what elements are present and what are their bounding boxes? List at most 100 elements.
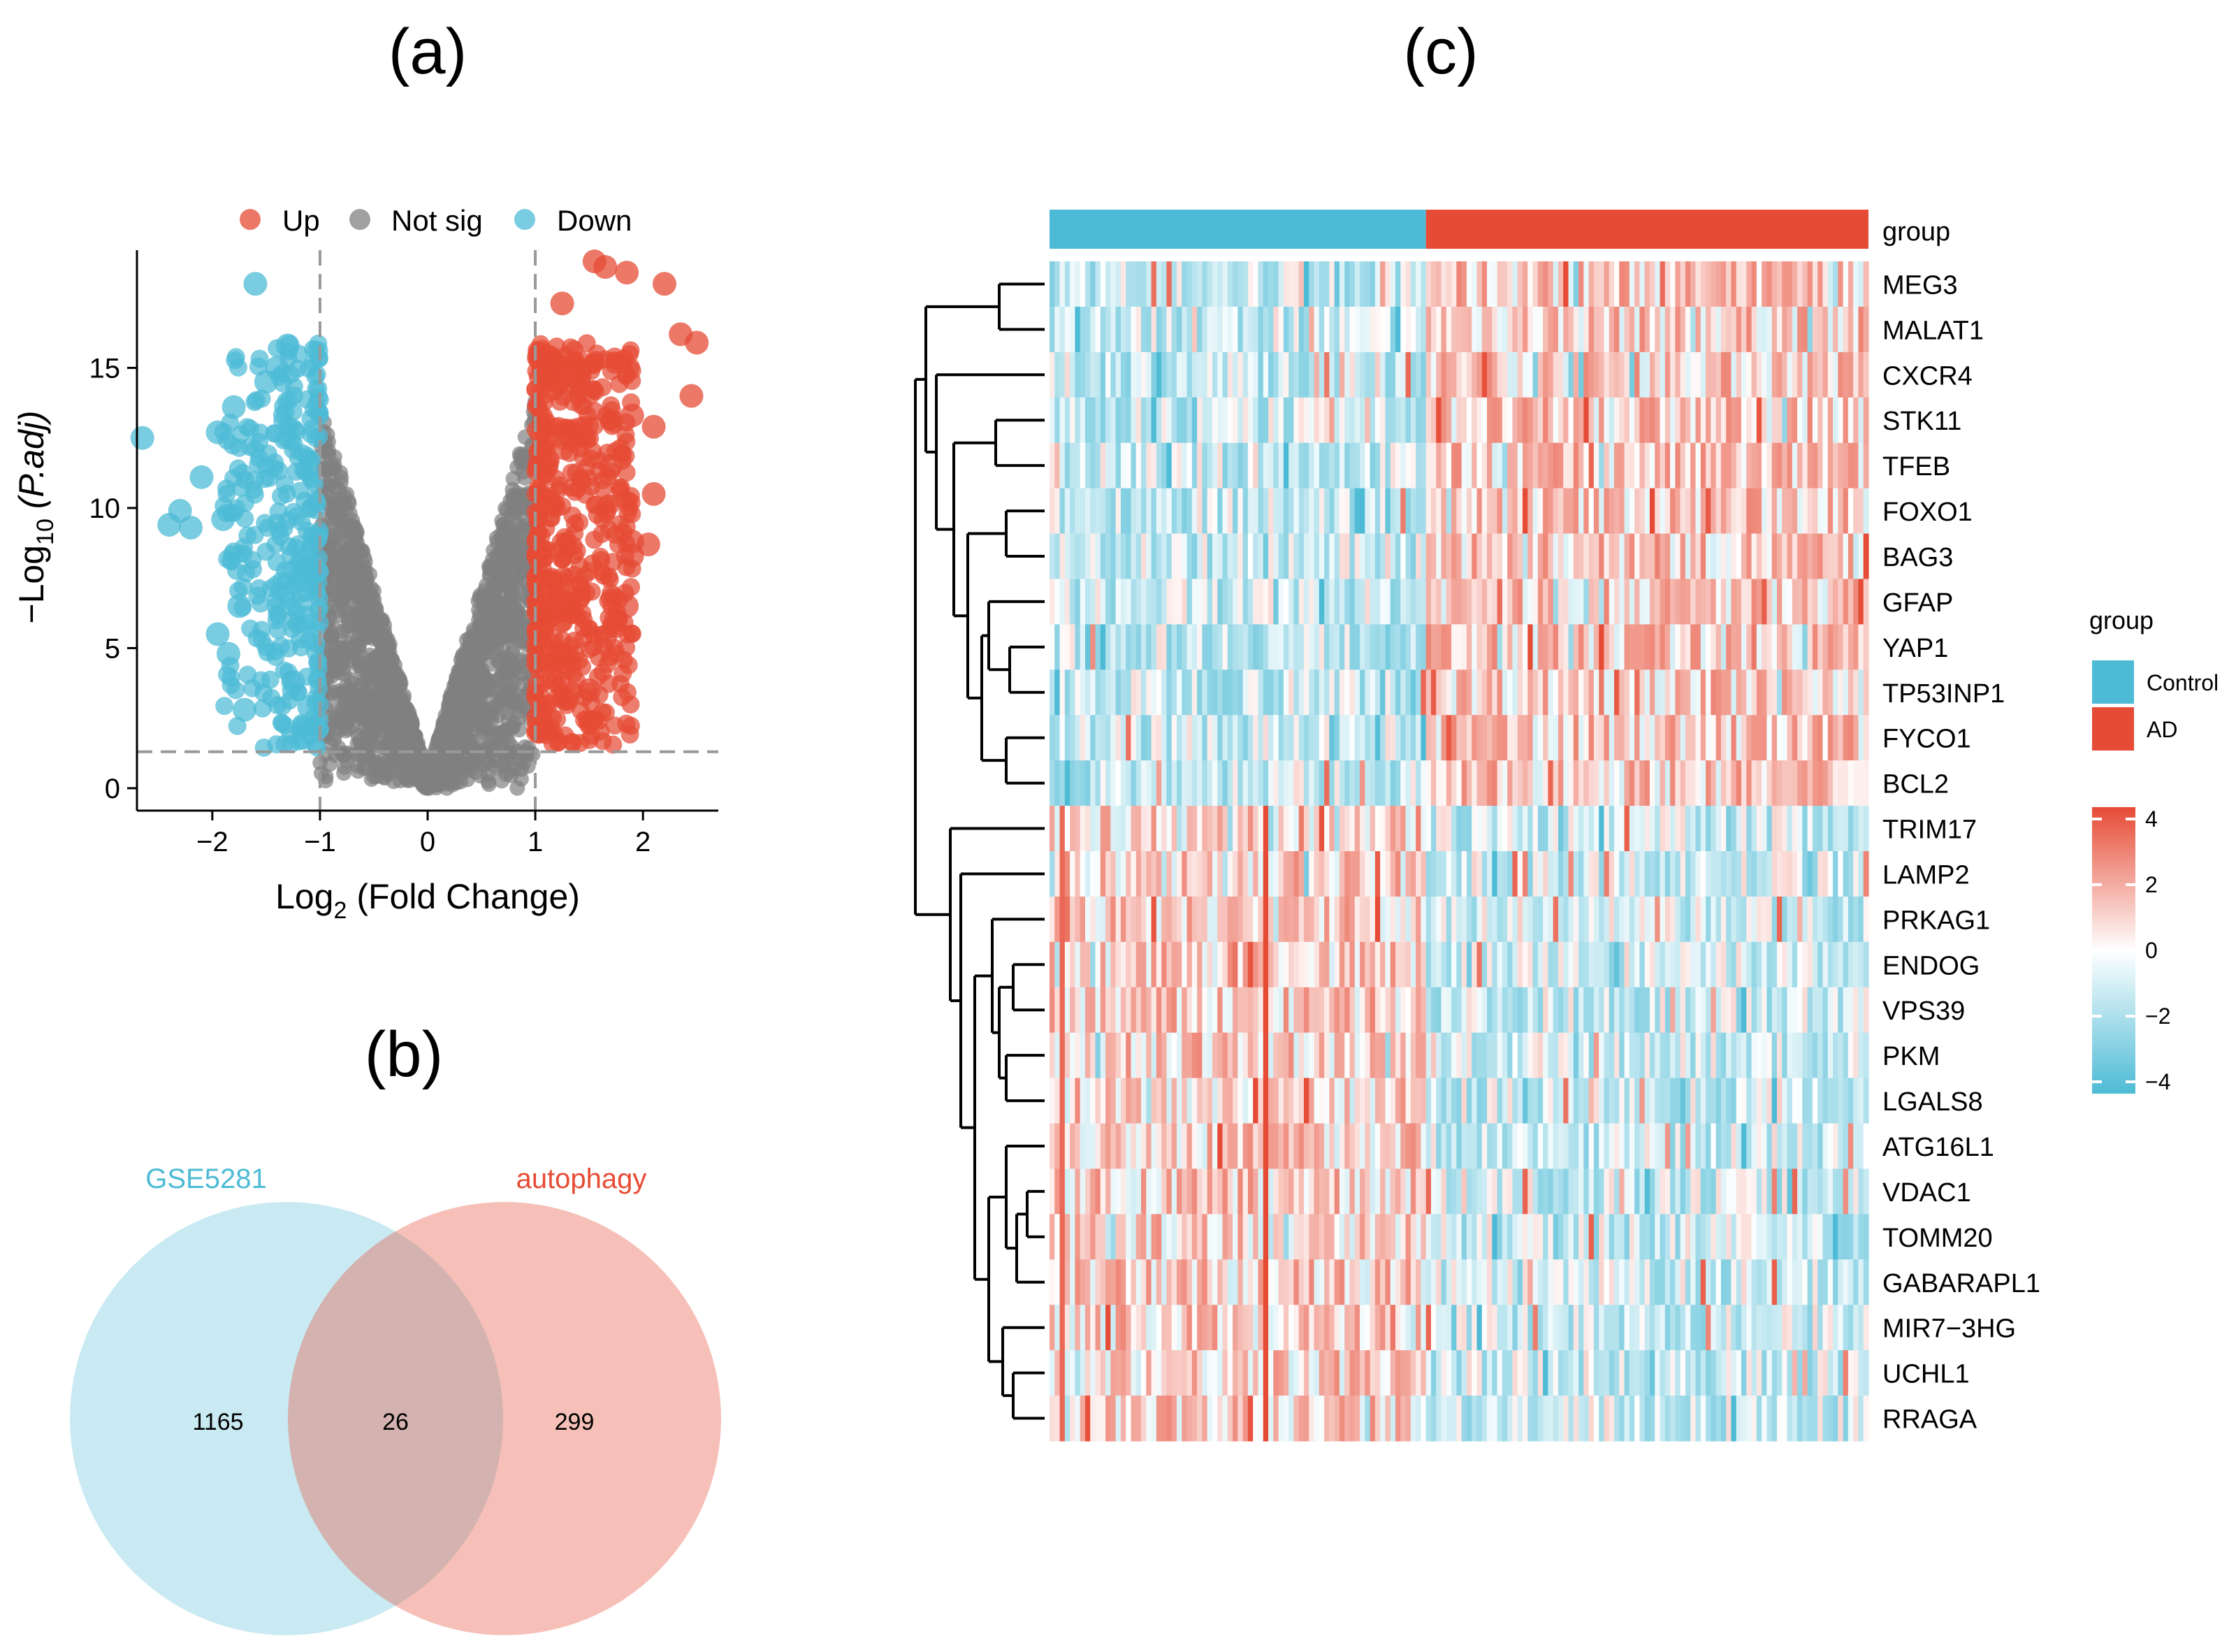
point-not-sig (380, 756, 396, 772)
heatmap-cell (1543, 306, 1548, 353)
heatmap-cell (1222, 806, 1228, 852)
heatmap-cell (1405, 715, 1411, 761)
heatmap-cell (1059, 352, 1066, 398)
heatmap-cell (1303, 488, 1309, 535)
heatmap-cell (1227, 624, 1233, 670)
heatmap-cell (1314, 760, 1320, 806)
heatmap-cell (1217, 306, 1224, 353)
point-up (621, 341, 640, 360)
heatmap-cell (1050, 352, 1055, 398)
heatmap-cell (1237, 624, 1244, 670)
heatmap-cell (1812, 760, 1818, 806)
heatmap-cell (1268, 442, 1274, 489)
heatmap-cell (1776, 806, 1783, 852)
heatmap-cell (1639, 442, 1646, 489)
heatmap-cell (1670, 397, 1676, 444)
heatmap-cell (1176, 488, 1182, 535)
panel-c-label: (c) (1403, 16, 1478, 87)
point-not-sig (494, 773, 510, 789)
heatmap-cell (1731, 669, 1737, 716)
heatmap-cell (1186, 442, 1193, 489)
heatmap-cell (1247, 306, 1254, 353)
heatmap-cell (1222, 533, 1228, 580)
heatmap-cell (1599, 533, 1605, 580)
heatmap-cell (1120, 261, 1126, 307)
heatmap-cell (1278, 261, 1284, 307)
heatmap-cell (1782, 488, 1788, 535)
heatmap-cell (1120, 896, 1126, 943)
heatmap-cell (1706, 397, 1711, 444)
point-not-sig (514, 761, 530, 777)
heatmap-cell (1751, 715, 1757, 761)
heatmap-cell (1339, 579, 1345, 625)
heatmap-cell (1502, 579, 1508, 625)
heatmap-cell (1604, 533, 1610, 580)
heatmap-cell (1334, 806, 1340, 852)
heatmap-cell (1588, 669, 1595, 716)
heatmap-cell (1237, 488, 1244, 535)
heatmap-cell (1217, 669, 1224, 716)
heatmap-cell (1629, 352, 1635, 398)
heatmap-cell (1344, 624, 1351, 670)
heatmap-cell (1715, 352, 1722, 398)
heatmap-cell (1726, 669, 1732, 716)
point-up (555, 442, 574, 461)
heatmap-cell (1476, 306, 1483, 353)
heatmap-cell (1354, 806, 1360, 852)
heatmap-cell (1080, 806, 1086, 852)
point-up (620, 725, 639, 744)
heatmap-cell (1827, 397, 1834, 444)
heatmap-cell (1812, 715, 1818, 761)
heatmap-cell (1050, 488, 1055, 535)
heatmap-cell (1191, 806, 1198, 852)
heatmap-cell (1517, 624, 1523, 670)
heatmap-cell (1690, 397, 1697, 444)
heatmap-cell (1568, 352, 1574, 398)
heatmap-cell (1151, 715, 1157, 761)
heatmap-cell (1690, 715, 1697, 761)
heatmap-cell (1507, 442, 1513, 489)
heatmap-cell (1807, 306, 1813, 353)
heatmap-cell (1853, 488, 1859, 535)
heatmap-cell (1715, 488, 1722, 535)
heatmap-cell (1843, 624, 1849, 670)
heatmap-cell (1237, 669, 1244, 716)
heatmap-cell (1685, 624, 1691, 670)
heatmap-cell (1309, 442, 1315, 489)
heatmap-cell (1762, 624, 1768, 670)
heatmap-cell (1771, 488, 1778, 535)
heatmap-cell (1649, 806, 1655, 852)
point-not-sig (488, 673, 504, 689)
heatmap-cell (1354, 851, 1360, 897)
heatmap-cell (1131, 669, 1137, 716)
heatmap-cell (1762, 306, 1768, 353)
heatmap-cell (1802, 715, 1808, 761)
heatmap-cell (1812, 624, 1818, 670)
heatmap-cell (1268, 533, 1274, 580)
heatmap-cell (1100, 352, 1106, 398)
heatmap-cell (1421, 488, 1427, 535)
heatmap-cell (1599, 306, 1605, 353)
heatmap-cell (1390, 261, 1396, 307)
heatmap-cell (1059, 261, 1066, 307)
heatmap-cell (1131, 896, 1137, 943)
heatmap-cell (1233, 352, 1238, 398)
heatmap-cell (1827, 851, 1834, 897)
heatmap-cell (1258, 715, 1264, 761)
heatmap-cell (1283, 715, 1289, 761)
heatmap-cell (1314, 715, 1320, 761)
point-down (226, 681, 245, 700)
heatmap-cell (1751, 488, 1757, 535)
heatmap-cell (1146, 488, 1152, 535)
heatmap-cell (1817, 715, 1824, 761)
heatmap-cell (1349, 579, 1356, 625)
heatmap-cell (1863, 261, 1869, 307)
heatmap-cell (1273, 533, 1279, 580)
heatmap-cell (1476, 851, 1483, 897)
heatmap-cell (1649, 397, 1655, 444)
heatmap-cell (1517, 533, 1523, 580)
heatmap-cell (1242, 488, 1249, 535)
heatmap-cell (1664, 397, 1671, 444)
heatmap-cell (1126, 806, 1132, 852)
heatmap-cell (1853, 579, 1859, 625)
